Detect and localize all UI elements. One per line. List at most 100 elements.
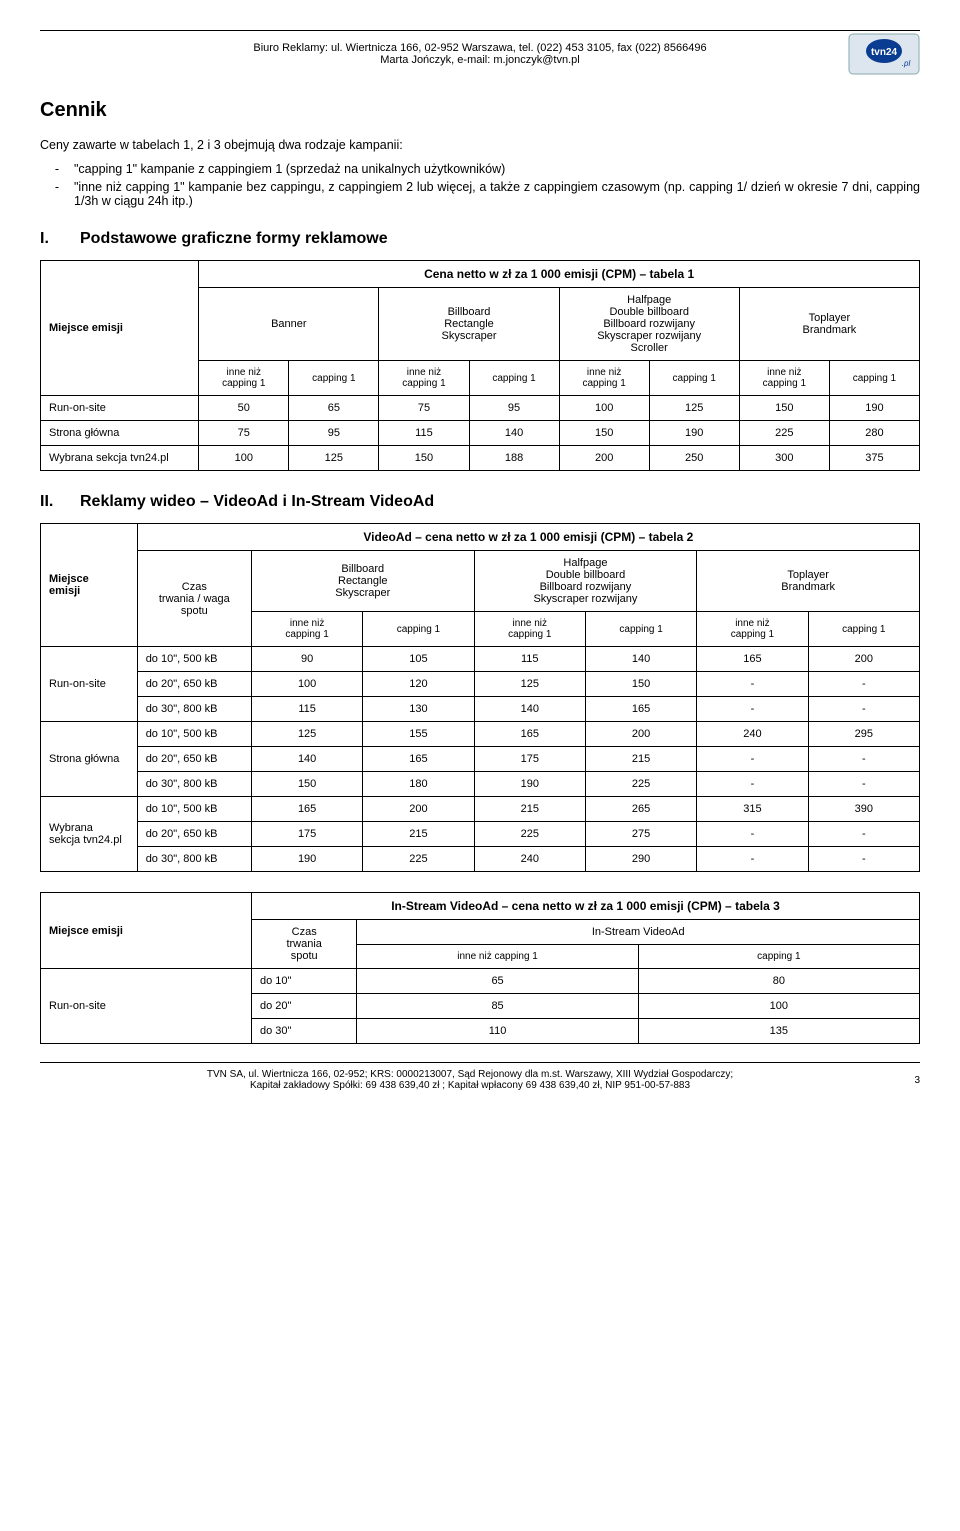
cell-value: 100 (638, 994, 919, 1019)
cell-value: - (808, 747, 919, 772)
cell-value: 200 (808, 647, 919, 672)
cell-value: 200 (559, 446, 649, 471)
section-1-heading: I. Podstawowe graficzne formy reklamowe (40, 230, 920, 248)
table-row: Strona główna7595115140150190225280 (41, 421, 920, 446)
cell-value: 85 (357, 994, 638, 1019)
table-row: do 20", 650 kB140165175215-- (41, 747, 920, 772)
cell-value: 215 (363, 822, 474, 847)
cell-value: 100 (559, 396, 649, 421)
cell-value: 150 (739, 396, 829, 421)
cell-value: 125 (251, 722, 362, 747)
cell-value: 115 (379, 421, 469, 446)
table-row: Run-on-sitedo 10"6580 (41, 969, 920, 994)
cell-value: 140 (585, 647, 696, 672)
table-row: Run-on-site50657595100125150190 (41, 396, 920, 421)
cell-value: 125 (474, 672, 585, 697)
page-title: Cennik (40, 99, 920, 122)
cell-value: 65 (357, 969, 638, 994)
page-header: Biuro Reklamy: ul. Wiertnicza 166, 02-95… (40, 33, 920, 81)
cell-value: 125 (289, 446, 379, 471)
cell-value: 295 (808, 722, 919, 747)
table-row: do 30", 800 kB190225240290-- (41, 847, 920, 872)
cell-value: - (697, 697, 808, 722)
bullet-item: -"inne niż capping 1" kampanie bez cappi… (40, 180, 920, 208)
table-row: do 30", 800 kB150180190225-- (41, 772, 920, 797)
cell-value: 100 (251, 672, 362, 697)
cell-value: 165 (585, 697, 696, 722)
row-label: Run-on-site (41, 647, 138, 722)
row-spec: do 20" (251, 994, 356, 1019)
cell-value: - (697, 847, 808, 872)
cell-value: 190 (829, 396, 919, 421)
tvn24-logo: tvn24 .pl (848, 33, 920, 75)
cell-value: - (697, 747, 808, 772)
table-2: MiejsceemisjiVideoAd – cena netto w zł z… (40, 523, 920, 872)
cell-value: 190 (251, 847, 362, 872)
row-label: Strona główna (41, 722, 138, 797)
cell-value: 225 (363, 847, 474, 872)
cell-value: - (697, 672, 808, 697)
cell-value: 200 (585, 722, 696, 747)
section-2-heading: II. Reklamy wideo – VideoAd i In-Stream … (40, 493, 920, 511)
footer-line-2: Kapitał zakładowy Spółki: 69 438 639,40 … (40, 1080, 900, 1091)
cell-value: 290 (585, 847, 696, 872)
cell-value: 115 (474, 647, 585, 672)
cell-value: 225 (474, 822, 585, 847)
table-row: do 30", 800 kB115130140165-- (41, 697, 920, 722)
header-line-1: Biuro Reklamy: ul. Wiertnicza 166, 02-95… (112, 42, 848, 54)
cell-value: - (808, 697, 919, 722)
row-spec: do 10", 500 kB (137, 722, 251, 747)
svg-text:tvn24: tvn24 (871, 47, 898, 58)
row-spec: do 10", 500 kB (137, 797, 251, 822)
row-spec: do 10" (251, 969, 356, 994)
svg-text:.pl: .pl (902, 59, 911, 68)
bullet-item: -"capping 1" kampanie z cappingiem 1 (sp… (40, 162, 920, 176)
row-spec: do 30", 800 kB (137, 847, 251, 872)
cell-value: 175 (251, 822, 362, 847)
cell-value: - (808, 772, 919, 797)
cell-value: - (697, 822, 808, 847)
cell-value: 190 (649, 421, 739, 446)
cell-value: 200 (363, 797, 474, 822)
cell-value: 165 (474, 722, 585, 747)
cell-value: 165 (697, 647, 808, 672)
row-label: Strona główna (41, 421, 199, 446)
cell-value: 90 (251, 647, 362, 672)
intro-text: Ceny zawarte w tabelach 1, 2 i 3 obejmuj… (40, 138, 920, 152)
row-label: Wybranasekcja tvn24.pl (41, 797, 138, 872)
cell-value: 275 (585, 822, 696, 847)
cell-value: 165 (363, 747, 474, 772)
page-footer: TVN SA, ul. Wiertnicza 166, 02-952; KRS:… (40, 1062, 920, 1091)
cell-value: 150 (379, 446, 469, 471)
cell-value: 240 (474, 847, 585, 872)
row-spec: do 20", 650 kB (137, 747, 251, 772)
cell-value: - (808, 672, 919, 697)
cell-value: 135 (638, 1019, 919, 1044)
cell-value: 188 (469, 446, 559, 471)
table-3: Miejsce emisjiIn-Stream VideoAd – cena n… (40, 892, 920, 1044)
cell-value: 120 (363, 672, 474, 697)
cell-value: 390 (808, 797, 919, 822)
cell-value: 215 (585, 747, 696, 772)
cell-value: 105 (363, 647, 474, 672)
cell-value: - (808, 822, 919, 847)
cell-value: 110 (357, 1019, 638, 1044)
cell-value: 375 (829, 446, 919, 471)
cell-value: 65 (289, 396, 379, 421)
cell-value: 300 (739, 446, 829, 471)
cell-value: 115 (251, 697, 362, 722)
cell-value: 315 (697, 797, 808, 822)
row-spec: do 30", 800 kB (137, 772, 251, 797)
cell-value: - (697, 772, 808, 797)
cell-value: 280 (829, 421, 919, 446)
row-spec: do 30" (251, 1019, 356, 1044)
cell-value: 250 (649, 446, 739, 471)
cell-value: 50 (199, 396, 289, 421)
cell-value: - (808, 847, 919, 872)
cell-value: 225 (739, 421, 829, 446)
table-row: Strona głównado 10", 500 kB1251551652002… (41, 722, 920, 747)
row-label: Wybrana sekcja tvn24.pl (41, 446, 199, 471)
table-row: Wybranasekcja tvn24.pldo 10", 500 kB1652… (41, 797, 920, 822)
cell-value: 140 (474, 697, 585, 722)
cell-value: 100 (199, 446, 289, 471)
